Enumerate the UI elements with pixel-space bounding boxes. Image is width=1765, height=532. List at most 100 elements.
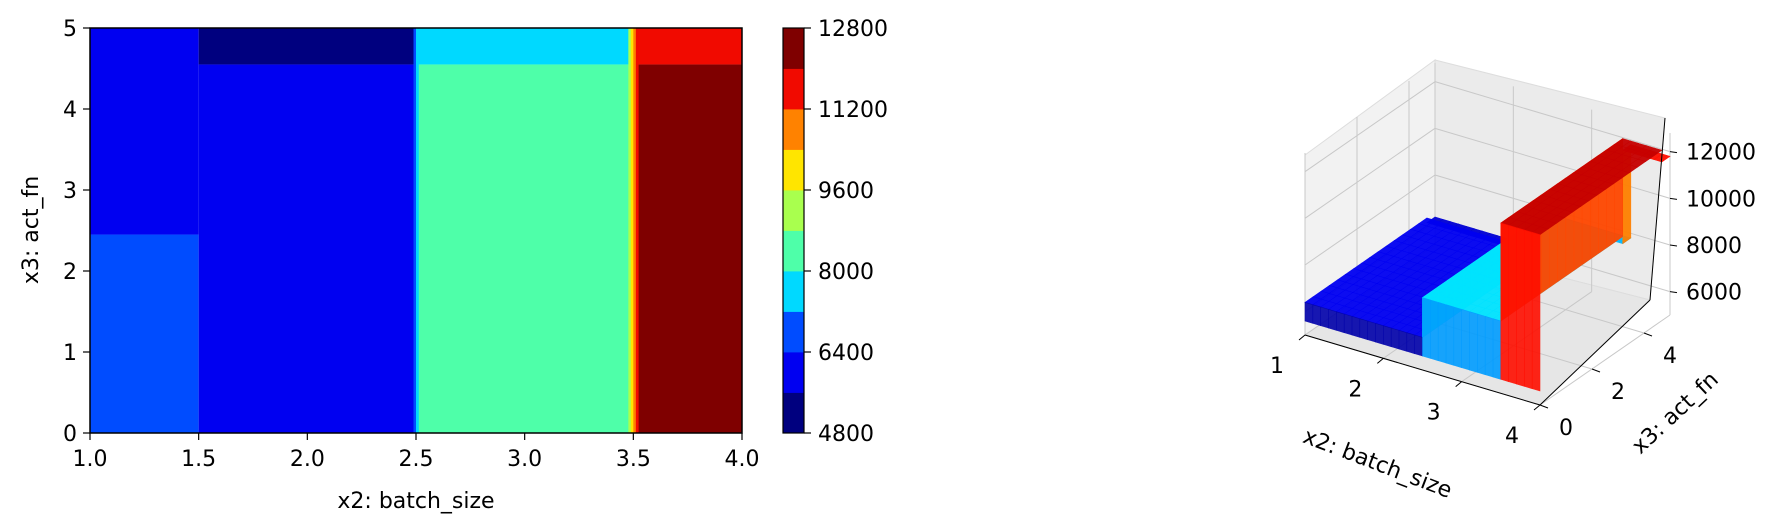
surface-front-face <box>1531 231 1541 392</box>
contour-transition <box>413 28 417 433</box>
y-tick-label: 0 <box>63 422 77 447</box>
x-tick-label: 1.0 <box>73 447 108 472</box>
surface-front-face <box>1414 334 1423 357</box>
surface-z-tick-label: 6000 <box>1686 281 1742 306</box>
contour-region <box>198 64 416 433</box>
surface-front-face <box>1492 318 1502 380</box>
y-axis-line <box>1539 299 1651 406</box>
colorbar-band <box>783 68 804 110</box>
surface-z-tick-label: 8000 <box>1686 234 1742 259</box>
contour-region <box>633 64 742 433</box>
colorbar-frame <box>782 27 805 434</box>
surface-y-tick-label: 4 <box>1663 344 1677 369</box>
surface-x-tick-label: 1 <box>1270 354 1284 379</box>
contour-transition <box>630 28 634 433</box>
surface-y-tick-mark <box>1591 368 1601 373</box>
contour-region <box>90 28 199 235</box>
surface-front-face <box>1430 299 1439 362</box>
surface-front-face <box>1508 224 1517 385</box>
surface-front-face <box>1367 320 1376 343</box>
x-tick-label: 3.5 <box>616 447 651 472</box>
x-tick-label: 4.0 <box>725 447 760 472</box>
surface-x-tick-mark <box>1377 357 1384 364</box>
y-axis-label: x3: act_fn <box>19 176 44 284</box>
surface-z-tick-mark <box>1669 151 1678 154</box>
surface-z-tick-mark <box>1669 197 1678 200</box>
contour-transition <box>628 28 632 433</box>
colorbar-tick-label: 4800 <box>818 422 874 447</box>
colorbar-band <box>783 149 804 191</box>
surface-front-face <box>1336 311 1345 334</box>
surface-y-axis-label: x3: act_fn <box>1627 367 1723 459</box>
surface-x-tick-label: 2 <box>1348 377 1362 402</box>
colorbar-tick-label: 8000 <box>818 260 874 285</box>
surface-x-tick-label: 4 <box>1505 424 1519 449</box>
surface-x-ticks: 1 2 3 4 <box>1270 334 1541 449</box>
surface-front-face <box>1516 227 1525 387</box>
colorbar-band <box>783 190 804 231</box>
surface-front-face <box>1375 322 1384 345</box>
surface-x-tick-mark <box>1455 381 1462 388</box>
colorbar-tick-label: 6400 <box>818 341 874 366</box>
x-axis-ticks: 1.0 1.5 2.0 2.5 3.0 3.5 4.0 <box>73 433 760 472</box>
x-axis-label: x2: batch_size <box>337 489 494 514</box>
surface-front-face <box>1343 313 1353 336</box>
colorbar-bands <box>783 28 804 434</box>
surface-x-tick-mark <box>1533 404 1541 411</box>
y-tick-label: 5 <box>63 17 77 42</box>
colorbar-band <box>783 352 804 393</box>
surface-front-face <box>1320 306 1329 329</box>
surface-front-face <box>1398 329 1408 352</box>
x-axis-line <box>1304 334 1541 406</box>
y-tick-label: 2 <box>63 260 77 285</box>
surface-front-face <box>1445 304 1455 366</box>
contour-region <box>416 64 634 433</box>
grid-line <box>1304 127 1436 219</box>
contour-region <box>90 234 199 433</box>
colorbar-tick-label: 12800 <box>818 17 888 42</box>
surface-front-face <box>1383 325 1392 348</box>
surface-front-face <box>1359 318 1368 341</box>
surface-3d-plot: 1 2 3 4 0 2 4 6000 8000 10000 12000 x2: batch_si… <box>1270 59 1756 504</box>
contour-transition <box>416 28 419 433</box>
surface-front-face <box>1304 301 1314 324</box>
colorbar-band <box>783 311 804 353</box>
grid-line <box>1539 314 1671 406</box>
surface-front-face <box>1461 308 1470 371</box>
surface-front-face <box>1500 222 1509 383</box>
contour-plot: 1.0 1.5 2.0 2.5 3.0 3.5 4.0 0 1 2 3 4 5 x2: batch_s… <box>19 17 760 514</box>
y-tick-label: 4 <box>63 98 77 123</box>
surface-z-tick-label: 10000 <box>1686 187 1756 212</box>
x-tick-label: 2.5 <box>399 447 434 472</box>
surface-front-face <box>1328 308 1337 331</box>
surface-x-tick-mark <box>1298 334 1306 341</box>
surface-front-face <box>1484 315 1494 378</box>
colorbar-band <box>783 392 804 434</box>
surface-y-tick-mark <box>1539 404 1549 409</box>
surface-front-face <box>1351 315 1361 338</box>
surface-front-face <box>1437 301 1447 364</box>
z-axis-line <box>1649 117 1666 301</box>
colorbar: 4800 6400 8000 9600 11200 12800 <box>782 17 888 447</box>
surface-front-face <box>1477 313 1486 376</box>
surface-front-face <box>1524 229 1533 390</box>
surface-z-tick-mark <box>1669 291 1678 294</box>
surface-z-tick-mark <box>1669 244 1678 247</box>
surface-front-face <box>1390 327 1400 350</box>
contour-transition <box>633 28 637 433</box>
x-tick-label: 1.5 <box>181 447 216 472</box>
contour-region <box>633 28 742 65</box>
x-tick-label: 3.0 <box>507 447 542 472</box>
surface-front-face <box>1469 311 1478 373</box>
colorbar-ticks: 4800 6400 8000 9600 11200 12800 <box>804 17 888 447</box>
surface-mesh <box>1304 138 1671 392</box>
colorbar-band <box>783 271 804 312</box>
surface-y-tick-label: 2 <box>1611 380 1625 405</box>
surface-z-ticks: 6000 8000 10000 12000 <box>1669 141 1756 306</box>
x-tick-label: 2.0 <box>290 447 325 472</box>
colorbar-tick-label: 9600 <box>818 179 874 204</box>
surface-y-ticks: 0 2 4 <box>1539 332 1677 441</box>
surface-x-axis-label: x2: batch_size <box>1299 424 1455 504</box>
colorbar-tick-label: 11200 <box>818 98 888 123</box>
